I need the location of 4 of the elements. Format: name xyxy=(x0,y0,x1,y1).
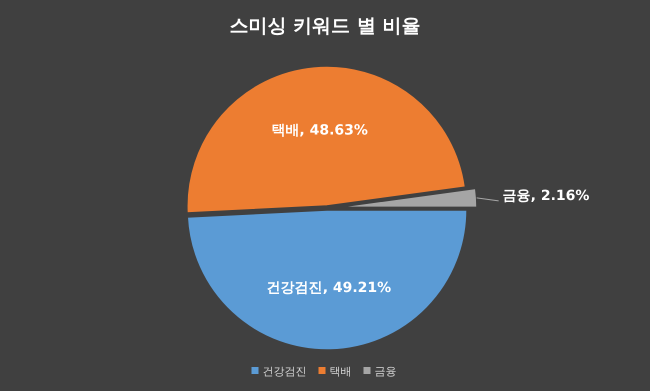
legend-label: 건강검진 xyxy=(262,365,306,378)
legend-label: 금융 xyxy=(374,365,396,378)
legend-label: 택배 xyxy=(330,365,352,378)
title: 스미싱 키워드 별 비율 xyxy=(230,15,420,37)
